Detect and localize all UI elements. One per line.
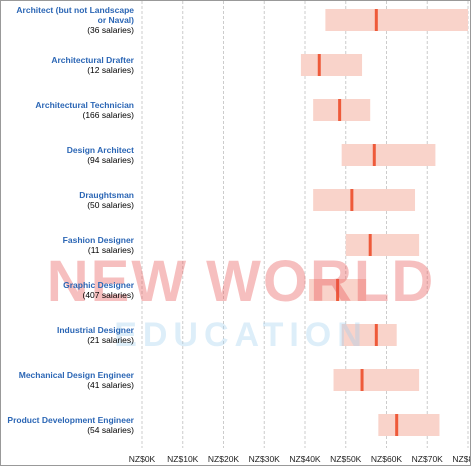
job-title[interactable]: Product Development Engineer bbox=[7, 415, 134, 425]
salary-count: (407 salaries) bbox=[82, 290, 135, 300]
salary-count: (166 salaries) bbox=[82, 110, 135, 120]
salary-count: (21 salaries) bbox=[87, 335, 134, 345]
row-label: Industrial Designer (21 salaries) bbox=[6, 325, 134, 345]
range-bar bbox=[325, 9, 468, 31]
row-label: Graphic Designer (407 salaries) bbox=[6, 280, 134, 300]
row-label: Design Architect (94 salaries) bbox=[6, 145, 134, 165]
range-bar bbox=[300, 54, 363, 76]
row-label: Architectural Technician (166 salaries) bbox=[6, 100, 134, 120]
row-label: Product Development Engineer (54 salaries… bbox=[6, 415, 134, 435]
salary-count: (12 salaries) bbox=[87, 65, 134, 75]
x-tick-label: NZ$50K bbox=[330, 454, 362, 464]
x-tick-label: NZ$70K bbox=[412, 454, 444, 464]
x-tick-label: NZ$0K bbox=[129, 454, 156, 464]
median-marker bbox=[374, 9, 378, 31]
salary-count: (94 salaries) bbox=[87, 155, 134, 165]
median-marker bbox=[374, 324, 378, 346]
job-title[interactable]: Graphic Designer bbox=[63, 280, 134, 290]
salary-count: (54 salaries) bbox=[87, 425, 134, 435]
watermark: NEW WORLD bbox=[47, 249, 436, 314]
range-bar bbox=[341, 144, 436, 166]
salary-count: (11 salaries) bbox=[87, 245, 134, 255]
median-marker bbox=[395, 414, 399, 436]
median-marker bbox=[360, 369, 364, 391]
job-title[interactable]: Design Architect bbox=[66, 145, 134, 155]
salary-count: (50 salaries) bbox=[87, 200, 134, 210]
watermark: EDUCATION bbox=[114, 316, 368, 354]
x-tick-label: NZ$30K bbox=[249, 454, 281, 464]
range-bar bbox=[333, 369, 420, 391]
x-tick-label: NZ$40K bbox=[289, 454, 321, 464]
salary-count: (36 salaries) bbox=[87, 25, 134, 35]
range-bar bbox=[345, 234, 420, 256]
median-marker bbox=[336, 279, 340, 301]
job-title[interactable]: Architectural Technician bbox=[35, 100, 134, 110]
range-bar bbox=[313, 189, 416, 211]
job-title[interactable]: Industrial Designer bbox=[57, 325, 134, 335]
x-tick-label: NZ$80K bbox=[452, 454, 470, 464]
median-marker bbox=[368, 234, 372, 256]
x-tick-label: NZ$20K bbox=[208, 454, 240, 464]
x-tick-label: NZ$60K bbox=[371, 454, 403, 464]
job-title[interactable]: Mechanical Design Engineer bbox=[18, 370, 134, 380]
salary-count: (41 salaries) bbox=[87, 380, 134, 390]
row-label: Mechanical Design Engineer (41 salaries) bbox=[6, 370, 134, 390]
median-marker bbox=[350, 189, 354, 211]
job-title[interactable]: Fashion Designer bbox=[62, 235, 134, 245]
median-marker bbox=[338, 99, 342, 121]
x-tick-label: NZ$10K bbox=[167, 454, 199, 464]
job-title[interactable]: Architect (but not Landscape or Naval) bbox=[16, 5, 134, 25]
median-marker bbox=[317, 54, 321, 76]
row-label: Architectural Drafter (12 salaries) bbox=[6, 55, 134, 75]
range-bar bbox=[378, 414, 440, 436]
job-title[interactable]: Architectural Drafter bbox=[51, 55, 134, 65]
job-title[interactable]: Draughtsman bbox=[79, 190, 134, 200]
range-bar bbox=[313, 99, 371, 121]
median-marker bbox=[372, 144, 376, 166]
row-label: Architect (but not Landscape or Naval) (3… bbox=[6, 5, 134, 35]
row-label: Draughtsman (50 salaries) bbox=[6, 190, 134, 210]
row-label: Fashion Designer (11 salaries) bbox=[6, 235, 134, 255]
range-bar bbox=[341, 324, 397, 346]
